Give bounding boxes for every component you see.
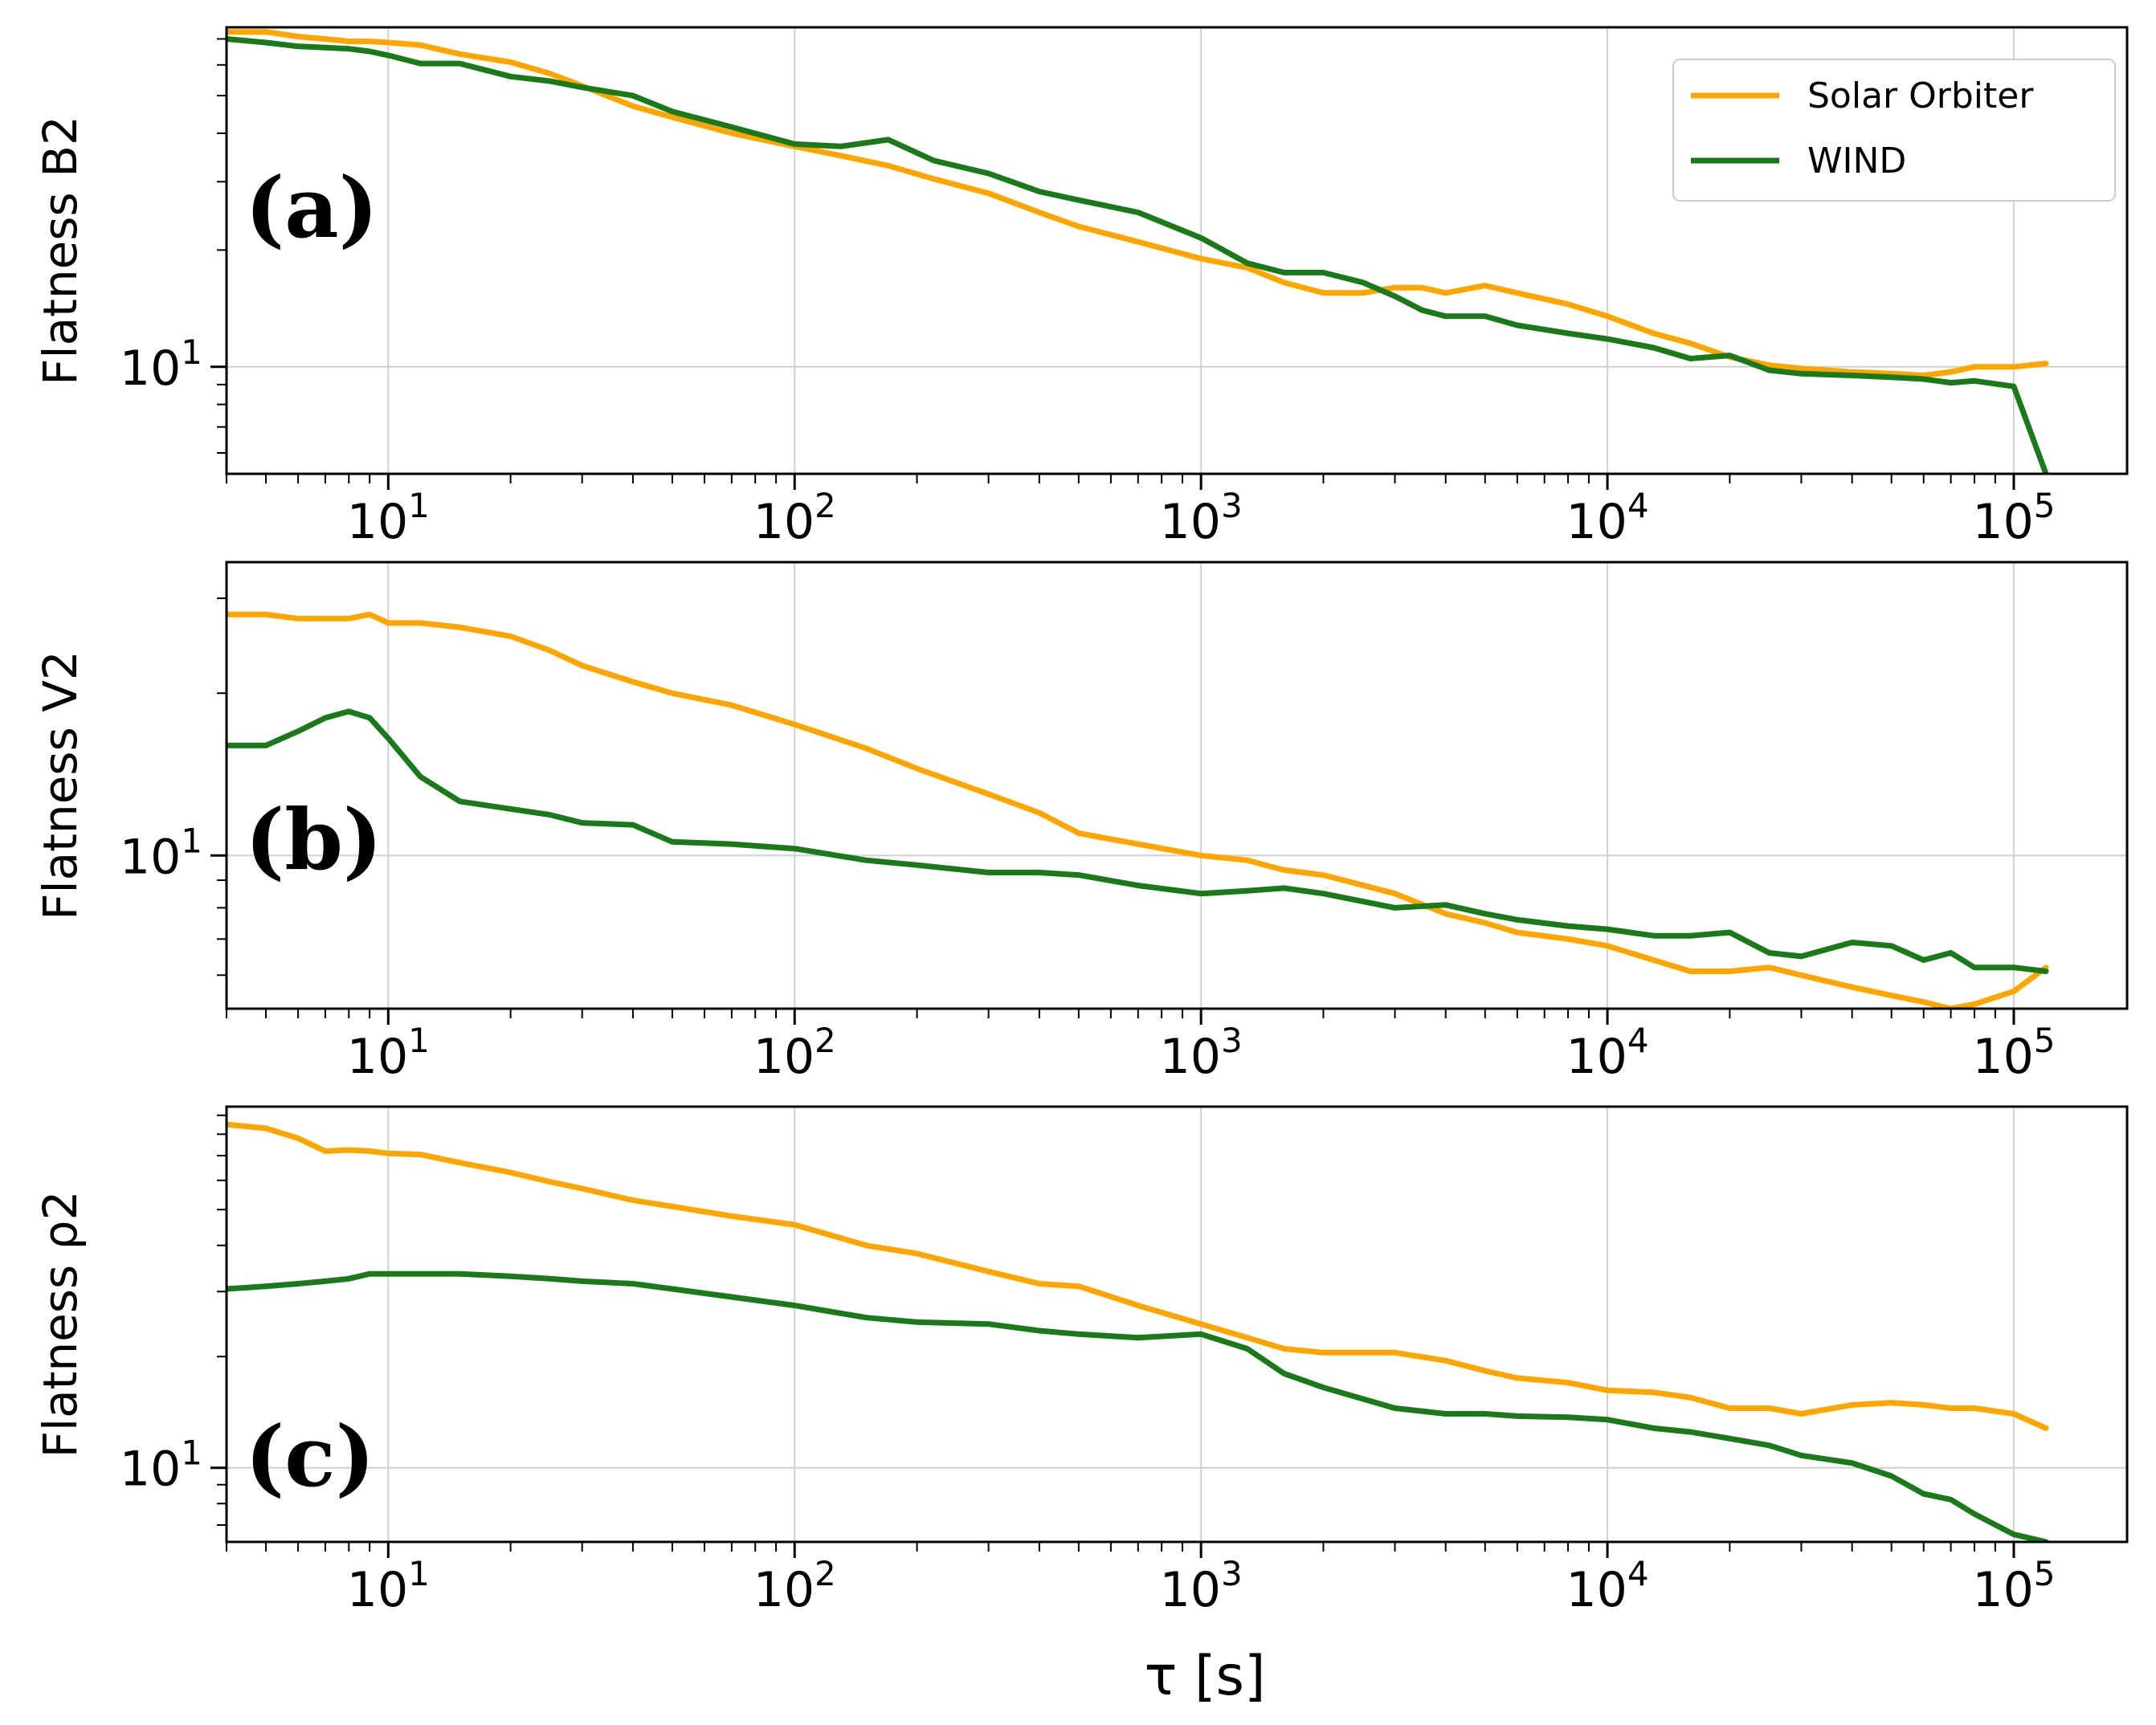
x-tick-label-a-3: 104 xyxy=(1566,486,1649,550)
x-tick-label-b-4: 105 xyxy=(1972,1021,2055,1085)
x-tick-label-b-2: 103 xyxy=(1160,1021,1243,1085)
series-group-b xyxy=(227,611,2049,1009)
axes-frame-b xyxy=(225,561,2129,1010)
axes-frame-c xyxy=(225,1105,2129,1544)
panel-label-a: (a) xyxy=(245,158,378,257)
x-axis-label: τ [s] xyxy=(1144,1645,1265,1708)
x-tick-label-c-1: 102 xyxy=(753,1554,836,1618)
x-tick-label-a-2: 103 xyxy=(1160,486,1243,550)
x-tick-label-a-0: 101 xyxy=(347,486,430,550)
series-line-wind-b xyxy=(227,708,2049,974)
panel-a: 101 102 103 104 105 101 Flatness B2 (a) xyxy=(33,26,2129,550)
x-tick-label-b-3: 104 xyxy=(1566,1021,1649,1085)
y-tick-label-b-0: 101 xyxy=(120,821,202,885)
x-tick-label-b-0: 101 xyxy=(347,1021,430,1085)
series-line-wind-c xyxy=(227,1270,2049,1542)
y-axis-label-b: Flatness V2 xyxy=(33,650,88,920)
x-tick-label-c-3: 104 xyxy=(1566,1554,1649,1618)
x-tick-label-b-1: 102 xyxy=(753,1021,836,1085)
panel-c: 101 102 103 104 105 101 Flatness ρ2 (c) xyxy=(33,1105,2129,1618)
legend-label-solar-orbiter: Solar Orbiter xyxy=(1807,75,2034,116)
y-tick-label-c-0: 101 xyxy=(120,1433,202,1498)
panel-label-b: (b) xyxy=(245,790,382,889)
series-line-solar-orbiter-c xyxy=(227,1121,2049,1431)
legend-label-wind: WIND xyxy=(1807,141,1906,181)
y-tick-label-a-0: 101 xyxy=(120,332,202,397)
x-tick-label-c-4: 105 xyxy=(1972,1554,2055,1618)
panel-b: 101 102 103 104 105 101 Flatness V2 (b) xyxy=(33,561,2129,1085)
legend: Solar Orbiter WIND xyxy=(1672,59,2116,202)
series-line-solar-orbiter-b xyxy=(227,611,2049,1009)
series-line-wind-a xyxy=(227,36,2049,474)
x-tick-label-a-4: 105 xyxy=(1972,486,2055,550)
x-tick-label-a-1: 102 xyxy=(753,486,836,550)
x-tick-label-c-2: 103 xyxy=(1160,1554,1243,1618)
y-axis-label-c: Flatness ρ2 xyxy=(33,1191,88,1458)
series-group-a xyxy=(227,29,2049,474)
panel-label-c: (c) xyxy=(245,1407,375,1506)
series-group-c xyxy=(227,1121,2049,1542)
series-line-solar-orbiter-a xyxy=(227,29,2049,378)
legend-box xyxy=(1672,59,2116,202)
x-tick-label-c-0: 101 xyxy=(347,1554,430,1618)
y-axis-label-a: Flatness B2 xyxy=(33,116,88,385)
